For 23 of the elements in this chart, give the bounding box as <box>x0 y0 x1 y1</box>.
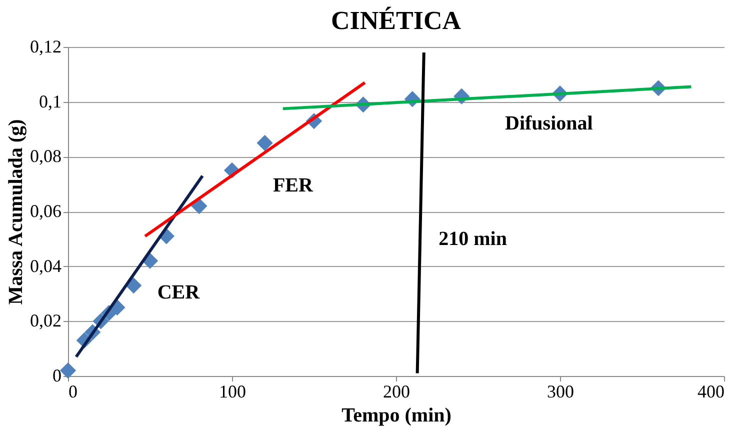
chart-title: CINÉTICA <box>330 6 462 35</box>
y-tick-label: 0,12 <box>30 36 62 56</box>
y-tick-label: 0,1 <box>39 91 62 112</box>
x-tick-label: 100 <box>219 382 246 402</box>
x-tick-label: 0 <box>68 382 78 402</box>
y-tick-label: 0,04 <box>30 256 62 276</box>
point <box>126 277 142 294</box>
x-axis-title: Tempo (min) <box>342 404 452 426</box>
y-axis-title: Massa Acumulada (g) <box>5 119 27 305</box>
x-tick-label: 200 <box>383 382 410 402</box>
series-label: 210 min <box>438 228 507 250</box>
series-label: FER <box>272 174 314 196</box>
y-tick-label: 0 <box>52 366 62 386</box>
point <box>60 362 76 379</box>
y-tick-label: 0,06 <box>30 201 62 221</box>
point <box>191 198 208 214</box>
x-tick-label: 300 <box>547 382 574 402</box>
x-tick-label: 400 <box>698 382 724 402</box>
point <box>256 134 273 152</box>
y-tick-label: 0,02 <box>30 310 62 331</box>
series-label: CER <box>157 281 200 304</box>
y-tick-label: 0,08 <box>30 146 62 166</box>
series-label: Difusional <box>505 112 594 135</box>
